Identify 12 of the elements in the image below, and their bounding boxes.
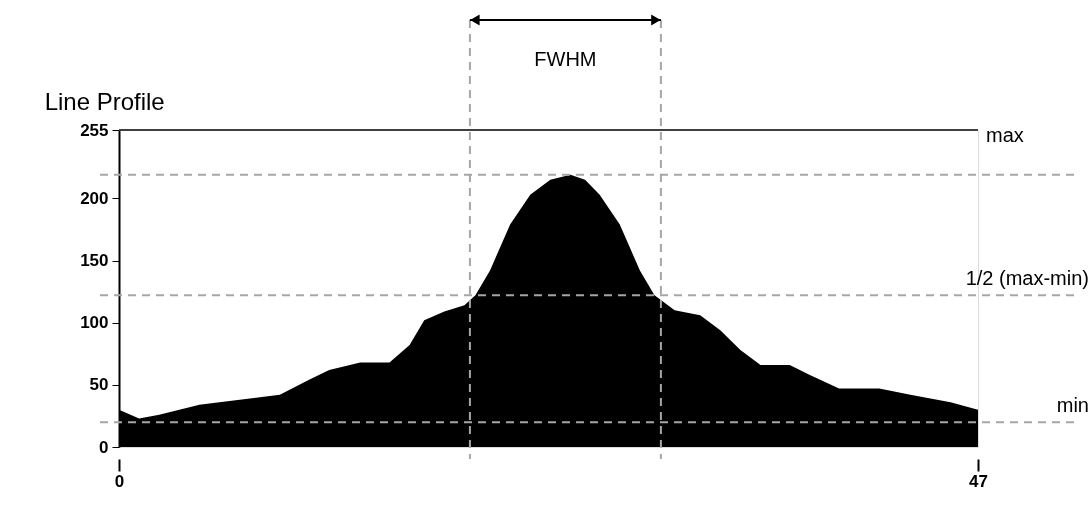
y-tick-label: 50: [89, 375, 109, 395]
ref-line-label: 1/2 (max-min): [965, 267, 1089, 290]
y-tick-label: 255: [80, 120, 109, 140]
x-tick-label: 47: [969, 471, 988, 491]
y-tick-label: 0: [99, 437, 109, 457]
text: FWHM: [534, 48, 597, 70]
y-tick-label: 100: [80, 313, 109, 333]
chart-title: Line Profile: [44, 87, 165, 115]
y-tick-label: 150: [80, 251, 109, 271]
ref-line-label: max: [986, 124, 1024, 146]
y-tick-label: 200: [80, 188, 109, 208]
ref-line-label: min: [1056, 394, 1089, 417]
